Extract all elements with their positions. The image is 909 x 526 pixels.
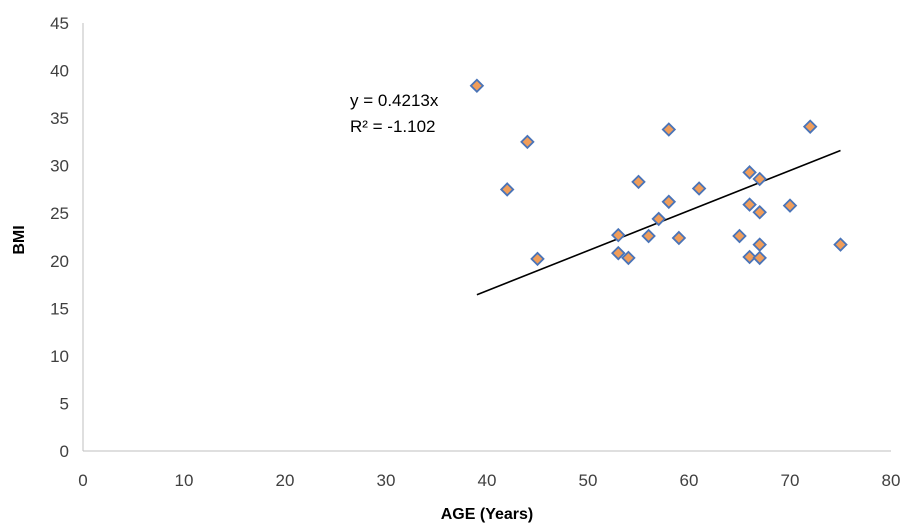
x-tick-labels: 0 10 20 30 40 50 60 70 80 [78,471,900,490]
data-point [661,122,677,137]
x-tick-label: 80 [882,471,901,490]
data-point [752,250,767,266]
data-point [611,245,626,261]
y-axis-title: BMI [11,225,28,254]
data-point [752,204,767,220]
data-point [671,230,687,246]
y-tick-label: 15 [50,299,69,318]
data-point [782,198,798,213]
x-tick-label: 60 [680,471,699,490]
y-tick-label: 10 [50,347,69,366]
x-tick-label: 50 [579,471,598,490]
x-tick-label: 10 [175,471,194,490]
data-point [691,181,707,196]
data-point [631,174,646,190]
x-tick-label: 20 [276,471,295,490]
trendline-equation: y = 0.4213x [350,91,439,110]
x-tick-label: 30 [377,471,396,490]
y-tick-label: 5 [60,394,69,413]
data-point [530,251,545,267]
data-point [520,134,535,150]
data-point [752,171,767,187]
y-tick-label: 20 [50,252,69,271]
data-point [802,119,818,134]
x-tick-label: 70 [781,471,800,490]
data-point [611,227,626,243]
data-point [742,249,757,265]
y-tick-labels: 0 5 10 15 20 25 30 35 40 45 [50,14,69,461]
data-point [499,182,515,197]
x-axis-title: AGE (Years) [441,506,533,523]
x-tick-label: 40 [478,471,497,490]
x-tick-label: 0 [78,471,87,490]
trendline-r-squared: R² = -1.102 [350,117,436,136]
data-point [833,237,848,252]
data-point [742,165,757,180]
data-point [732,228,747,244]
y-tick-label: 25 [50,204,69,223]
data-point [742,197,757,212]
data-point [651,211,666,227]
data-points [469,78,848,267]
data-point [469,78,485,94]
data-point [752,237,767,252]
y-tick-label: 45 [50,14,69,33]
y-tick-label: 35 [50,109,69,128]
data-point [661,194,677,210]
data-point [641,228,656,244]
data-point [621,250,636,266]
y-tick-label: 0 [60,442,69,461]
y-tick-label: 30 [50,157,69,176]
y-tick-label: 40 [50,62,69,81]
